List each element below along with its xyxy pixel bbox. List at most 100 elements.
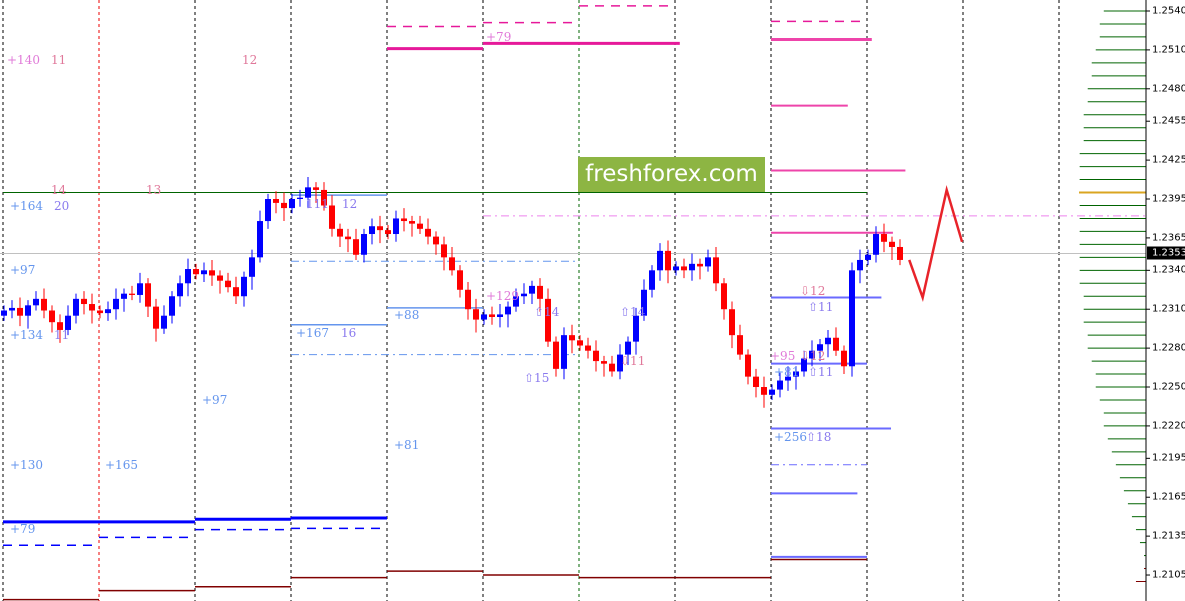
price-tick-label: 1.2510 xyxy=(1152,44,1185,56)
bear-candle xyxy=(473,309,479,320)
chart-annotation: 16 xyxy=(341,326,357,340)
bull-candle xyxy=(865,254,871,260)
bull-candle xyxy=(201,270,207,275)
bear-candle xyxy=(729,309,735,336)
bull-candle xyxy=(809,350,815,359)
price-tick-label: 1.2105 xyxy=(1152,569,1185,581)
bear-candle xyxy=(721,283,727,310)
bear-candle xyxy=(761,387,767,395)
projection-line xyxy=(908,184,964,303)
bull-candle xyxy=(9,307,15,311)
bull-candle xyxy=(297,197,303,200)
price-tick-label: 1.2250 xyxy=(1152,381,1185,393)
bear-candle xyxy=(745,354,751,377)
bear-candle xyxy=(697,263,703,267)
price-tick-label: 1.2310 xyxy=(1152,303,1185,315)
price-tick-label: 1.2455 xyxy=(1152,115,1185,127)
bull-candle xyxy=(633,315,639,342)
bear-candle xyxy=(417,223,423,229)
chart-annotation: 11 xyxy=(51,53,67,67)
bear-candle xyxy=(193,269,199,275)
bear-candle xyxy=(321,189,327,206)
price-tick-label: 1.2195 xyxy=(1152,452,1185,464)
chart-annotation: +140 xyxy=(7,53,40,67)
chart-annotation: ⇧15 xyxy=(524,371,550,385)
bull-candle xyxy=(849,270,855,367)
bull-candle xyxy=(689,263,695,271)
bear-candle xyxy=(89,304,95,311)
bear-candle xyxy=(345,236,351,240)
chart-annotation: ⇧18 xyxy=(806,430,832,444)
chart-annotation: +134 xyxy=(10,328,43,342)
chart-annotation: +97 xyxy=(202,393,228,407)
bull-candle xyxy=(529,285,535,294)
chart-annotation: ⇩11 xyxy=(620,354,646,368)
bear-candle xyxy=(81,298,87,305)
price-tick-label: 1.2365 xyxy=(1152,232,1185,244)
bear-candle xyxy=(465,289,471,310)
bull-candle xyxy=(65,315,71,330)
bear-candle xyxy=(57,322,63,330)
bear-candle xyxy=(881,234,887,242)
bear-candle xyxy=(49,310,55,323)
bear-candle xyxy=(601,361,607,364)
chart-annotation: +79 xyxy=(10,522,36,536)
bull-candle xyxy=(649,270,655,290)
bear-candle xyxy=(329,205,335,229)
chart-annotation: ⇩12 xyxy=(800,349,826,363)
bear-candle xyxy=(569,335,575,341)
chart-annotation: ⇧14 xyxy=(534,305,560,319)
chart-annotation: +88 xyxy=(394,308,420,322)
chart-annotation: ⇧11 xyxy=(808,365,834,379)
bull-candle xyxy=(177,283,183,297)
bull-candle xyxy=(169,296,175,316)
bear-candle xyxy=(409,221,415,224)
current-price-label: 1.2353 xyxy=(1147,246,1185,260)
bear-candle xyxy=(457,270,463,290)
bull-candle xyxy=(241,276,247,297)
chart-annotation: 20 xyxy=(54,199,70,213)
chart-annotation: +81 xyxy=(774,365,800,379)
chart-annotation: +167 xyxy=(296,326,329,340)
chart-annotation: +256 xyxy=(774,430,807,444)
chart-annotation: 14 xyxy=(51,183,67,197)
bull-candle xyxy=(673,266,679,271)
bull-candle xyxy=(857,259,863,271)
bull-candle xyxy=(873,234,879,255)
bear-candle xyxy=(377,226,383,231)
bear-candle xyxy=(609,363,615,372)
bull-candle xyxy=(521,293,527,297)
bear-candle xyxy=(425,228,431,237)
bear-candle xyxy=(737,335,743,355)
bull-candle xyxy=(369,226,375,235)
bull-candle xyxy=(793,371,799,377)
bear-candle xyxy=(553,341,559,369)
bear-candle xyxy=(233,287,239,297)
price-tick-label: 1.2220 xyxy=(1152,420,1185,432)
chart-annotation: ⇩12 xyxy=(800,284,826,298)
bear-candle xyxy=(313,187,319,190)
bear-candle xyxy=(441,244,447,258)
bear-candle xyxy=(489,314,495,317)
price-tick-label: 1.2395 xyxy=(1152,193,1185,205)
bull-candle xyxy=(817,344,823,351)
bear-candle xyxy=(145,283,151,307)
bull-candle xyxy=(25,305,31,316)
price-tick-label: 1.2135 xyxy=(1152,530,1185,542)
bull-candle xyxy=(161,315,167,329)
price-tick-label: 1.2480 xyxy=(1152,83,1185,95)
chart-annotation: +164 xyxy=(10,199,43,213)
bull-candle xyxy=(497,314,503,317)
chart-annotation: +95 xyxy=(770,349,796,363)
bear-candle xyxy=(353,239,359,255)
bull-candle xyxy=(825,337,831,345)
bear-candle xyxy=(681,266,687,271)
bear-candle xyxy=(97,310,103,314)
bull-candle xyxy=(617,354,623,372)
bear-candle xyxy=(433,236,439,245)
bear-candle xyxy=(225,280,231,288)
chart-annotation: ⇧11 xyxy=(808,300,834,314)
bull-candle xyxy=(265,199,271,222)
bull-candle xyxy=(513,296,519,307)
